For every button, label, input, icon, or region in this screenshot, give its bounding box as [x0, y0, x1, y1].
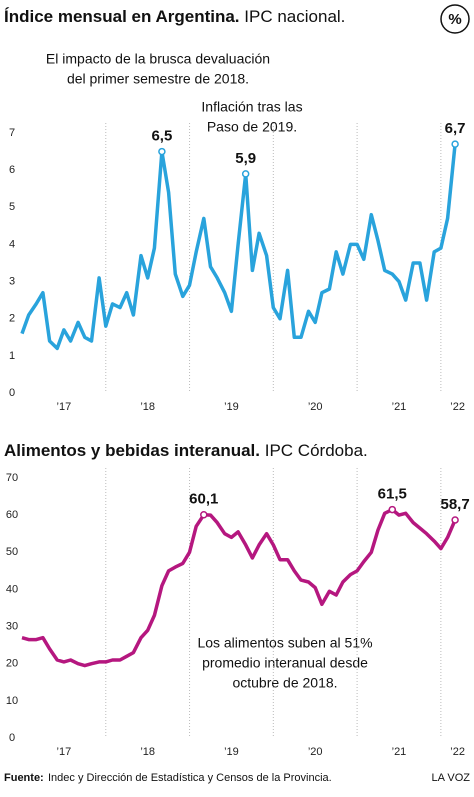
- x-tick-label: ’18: [140, 401, 155, 413]
- x-tick-label: ’18: [140, 746, 155, 758]
- subtitle: IPC nacional.: [244, 7, 345, 26]
- badge: %: [448, 11, 461, 28]
- x-tick-label: ’22: [450, 746, 465, 758]
- x-tick-label: ’21: [392, 401, 407, 413]
- value-label: 58,7: [441, 496, 470, 513]
- y-tick-label: 3: [9, 275, 15, 287]
- y-tick-label: 6: [9, 164, 15, 176]
- x-tick-label: ’20: [308, 746, 323, 758]
- chart-title: Índice mensual en Argentina. IPC naciona…: [4, 7, 345, 26]
- annotation: El impacto de la brusca devaluación: [46, 51, 270, 67]
- annotation: del primer semestre de 2018.: [67, 71, 249, 87]
- y-tick-label: 30: [6, 620, 18, 632]
- y-tick-label: 10: [6, 695, 18, 707]
- y-tick-label: 5: [9, 201, 15, 213]
- x-tick-label: ’19: [224, 746, 239, 758]
- value-label: 6,5: [151, 128, 172, 145]
- y-tick-label: 40: [6, 583, 18, 595]
- annotation: Inflación tras las: [201, 99, 302, 115]
- y-tick-label: 0: [9, 387, 15, 399]
- subtitle: IPC Córdoba.: [265, 441, 368, 460]
- y-tick-label: 2: [9, 313, 15, 325]
- source-label: Fuente:: [4, 772, 44, 784]
- annotation: octubre de 2018.: [232, 675, 337, 691]
- x-tick-label: ’17: [57, 746, 72, 758]
- y-tick-label: 0: [9, 732, 15, 744]
- source: Indec y Dirección de Estadística y Censo…: [48, 772, 332, 784]
- point-marker: [388, 505, 397, 514]
- y-tick-label: 7: [9, 127, 15, 139]
- annotation: Los alimentos suben al 51%: [197, 635, 372, 651]
- badge-circle: [440, 4, 470, 34]
- x-tick-label: ’22: [450, 401, 465, 413]
- y-tick-label: 20: [6, 658, 18, 670]
- y-tick-label: 70: [6, 472, 18, 484]
- value-label: 6,7: [445, 120, 466, 137]
- point-marker: [158, 147, 166, 156]
- y-tick-label: 4: [9, 238, 15, 250]
- x-tick-label: ’20: [308, 401, 323, 413]
- point-marker: [451, 140, 459, 148]
- annotation: promedio interanual desde: [202, 655, 368, 671]
- chart-title: Alimentos y bebidas interanual. IPC Córd…: [4, 441, 368, 460]
- title-bold: Índice mensual en Argentina.: [4, 7, 240, 26]
- brand: LA VOZ: [431, 772, 470, 784]
- value-label: 60,1: [189, 491, 218, 508]
- value-label: 61,5: [378, 486, 407, 503]
- title-bold: Alimentos y bebidas interanual.: [4, 441, 260, 460]
- y-tick-label: 50: [6, 546, 18, 558]
- point-marker: [200, 511, 208, 519]
- value-label: 5,9: [235, 150, 256, 167]
- y-tick-label: 60: [6, 509, 18, 521]
- x-tick-label: ’21: [392, 746, 407, 758]
- line: [20, 143, 457, 351]
- line: [21, 507, 457, 668]
- point-marker: [241, 170, 250, 178]
- y-tick-label: 1: [9, 350, 15, 362]
- x-tick-label: ’19: [224, 401, 239, 413]
- annotation: Paso de 2019.: [207, 119, 297, 135]
- x-tick-label: ’17: [57, 401, 72, 413]
- point-marker: [451, 516, 459, 524]
